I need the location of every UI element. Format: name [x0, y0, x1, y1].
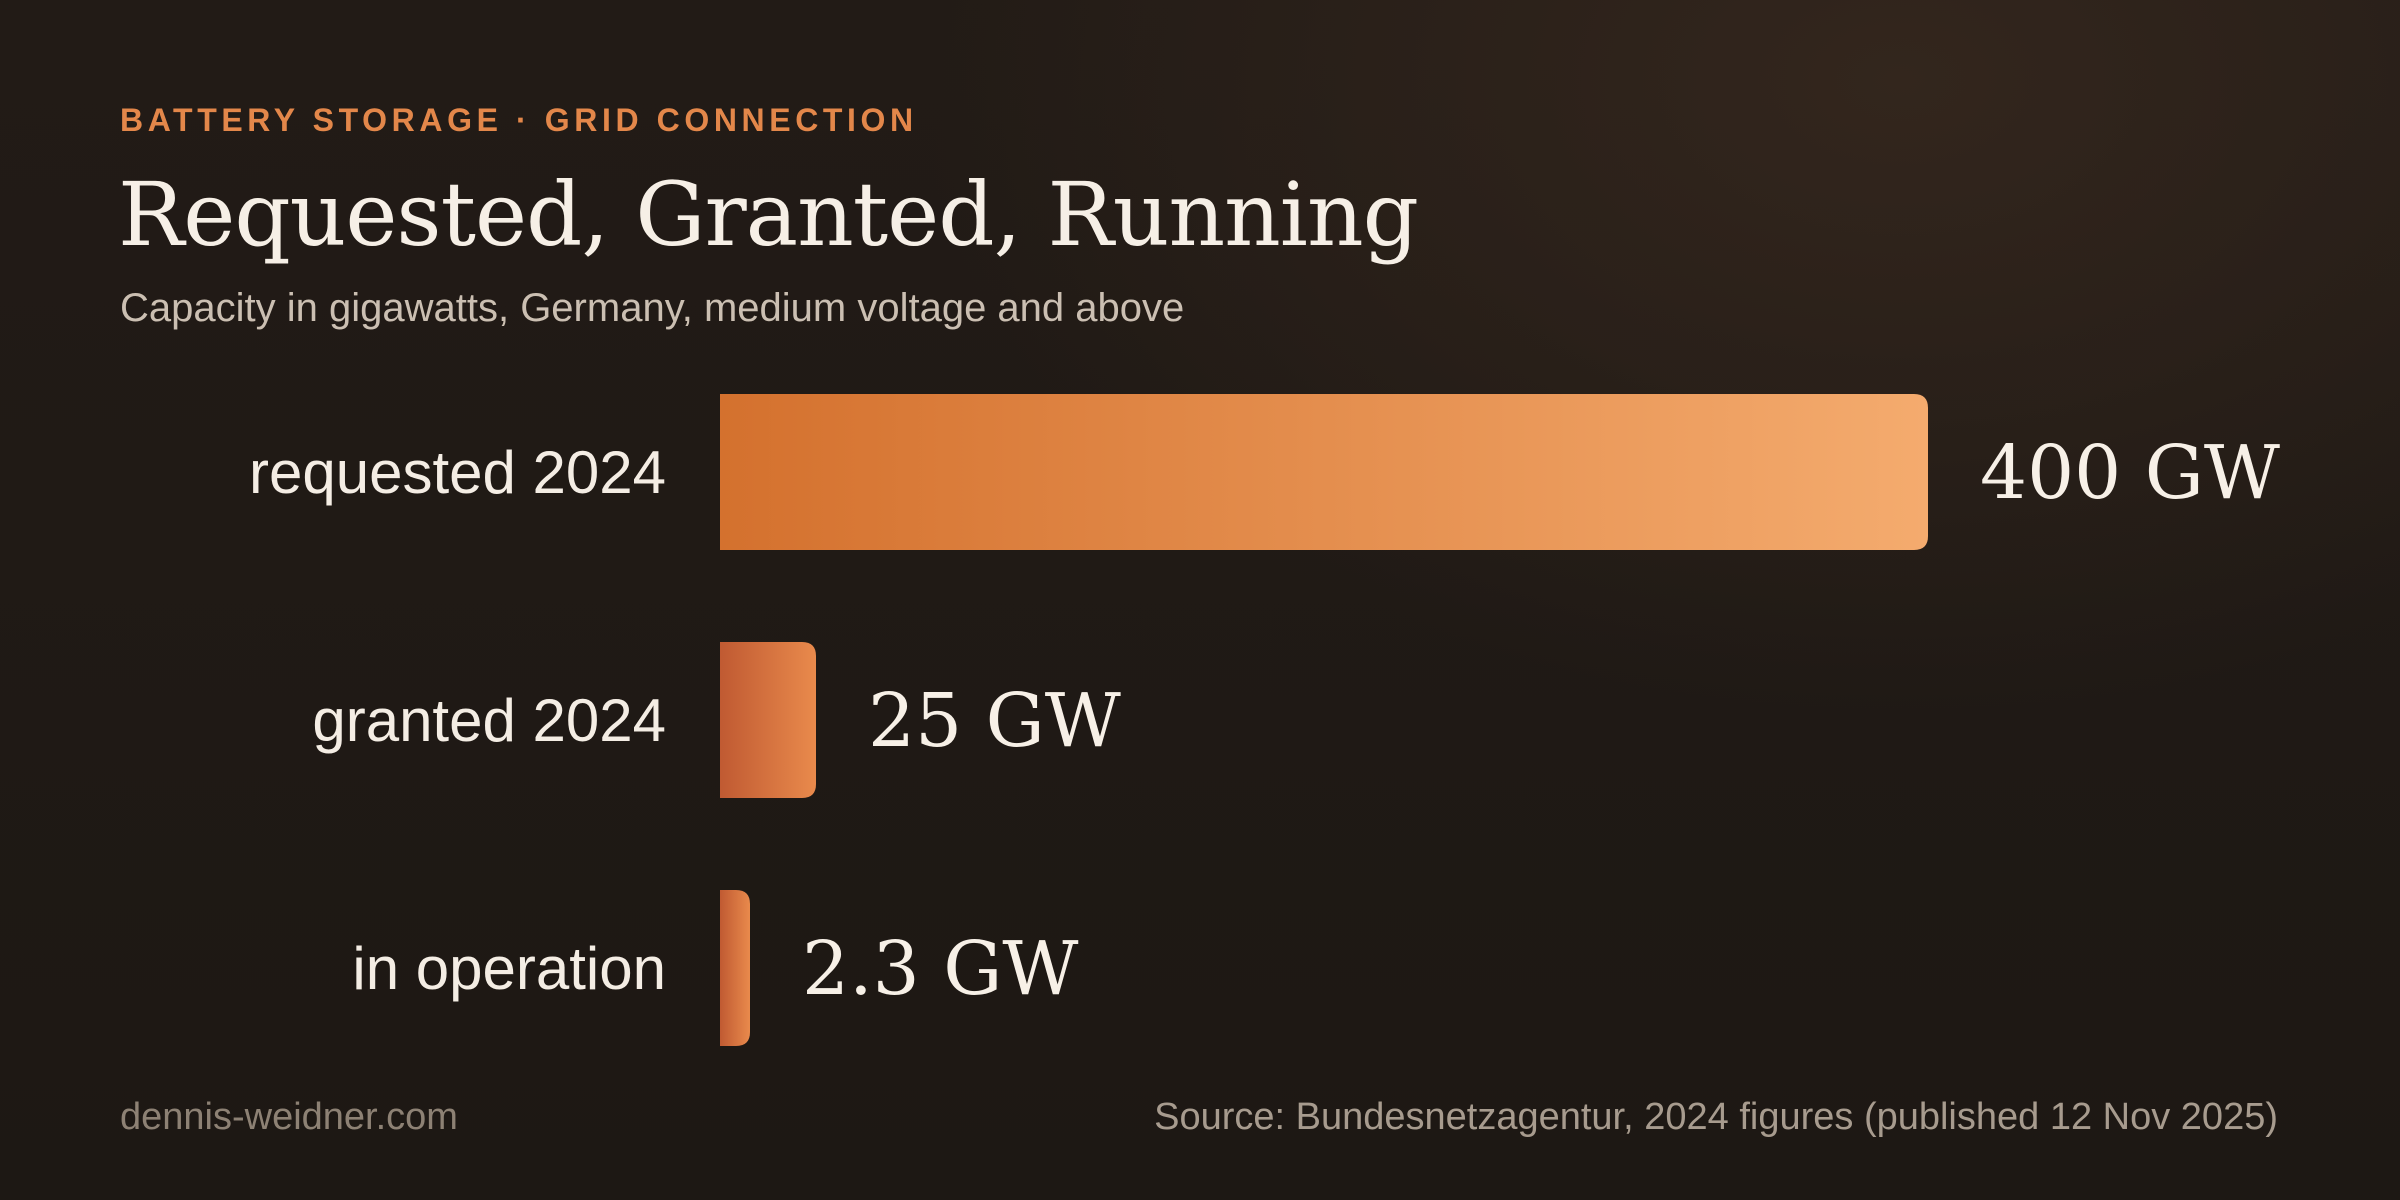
category-label: requested 2024 [249, 439, 666, 506]
bar-in-operation [720, 890, 750, 1046]
category-label: in operation [352, 935, 666, 1002]
value-label: 2.3 GW [802, 926, 1078, 1012]
site-credit: dennis-weidner.com [120, 1096, 458, 1138]
bar-requested-2024 [720, 394, 1928, 550]
chart-eyebrow: BATTERY STORAGE · GRID CONNECTION [120, 102, 918, 138]
value-label: 25 GW [868, 678, 1121, 764]
chart-subtitle: Capacity in gigawatts, Germany, medium v… [120, 286, 1185, 330]
source-note: Source: Bundesnetzagentur, 2024 figures … [1154, 1096, 2278, 1138]
value-label: 400 GW [1980, 430, 2280, 516]
category-label: granted 2024 [312, 687, 666, 754]
bar-granted-2024 [720, 642, 816, 798]
chart-title: Requested, Granted, Running [118, 163, 1419, 266]
